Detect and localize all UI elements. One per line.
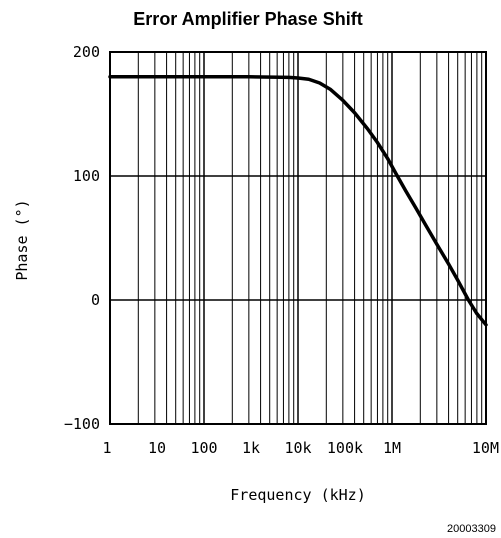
y-tick-label: 200 [73,43,100,61]
x-tick-label: 10k [284,439,311,457]
phase-curve [108,75,488,327]
chart-title: Error Amplifier Phase Shift [133,9,362,29]
grid-lines [109,51,486,425]
plot-frame [109,51,487,425]
y-tick-labels: 200 100 0 −100 [64,43,100,433]
y-tick-label: −100 [64,415,100,433]
y-tick-label: 0 [91,291,100,309]
x-tick-label: 100k [327,439,363,457]
x-axis-label: Frequency (kHz) [230,486,365,504]
x-tick-label: 100 [190,439,217,457]
y-tick-label: 100 [73,167,100,185]
x-tick-label: 10 [148,439,166,457]
x-tick-label: 1k [242,439,260,457]
y-axis-label: Phase (°) [13,199,31,280]
x-tick-labels: 1 10 100 1k 10k 100k 1M 10M [102,439,499,457]
series-layer [108,75,488,327]
x-tick-label: 10M [472,439,499,457]
x-tick-label: 1 [102,439,111,457]
x-tick-label: 1M [383,439,401,457]
figure-id: 20003309 [447,523,496,535]
